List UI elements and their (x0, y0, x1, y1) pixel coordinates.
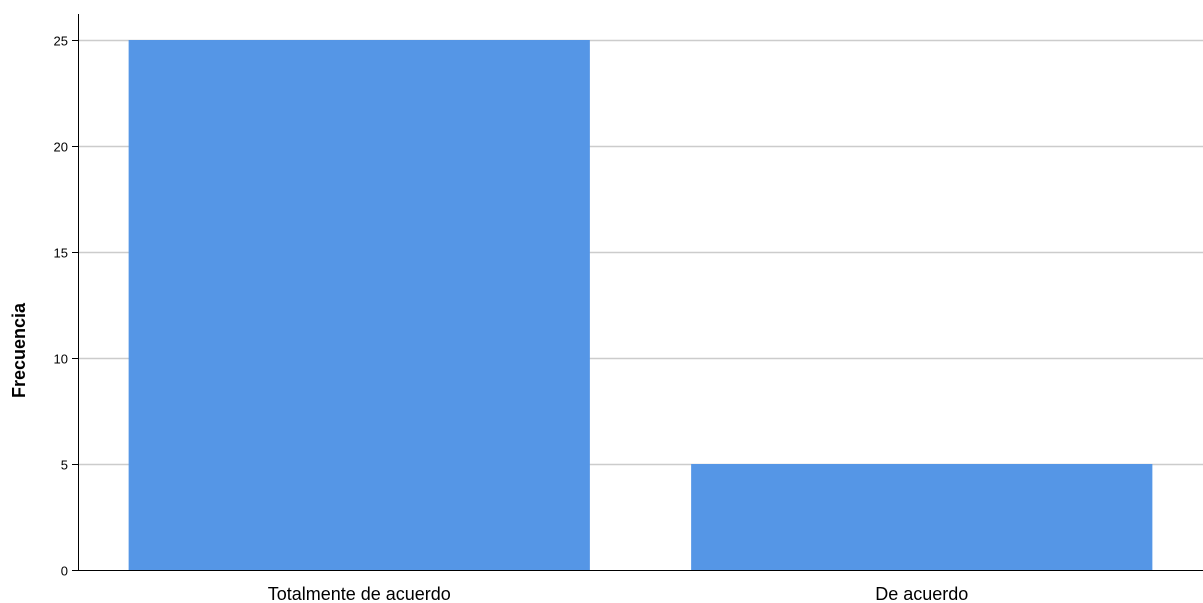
bars (128, 40, 1153, 570)
y-tick-label: 5 (61, 458, 68, 473)
y-tick-labels: 0 5 10 15 20 25 (54, 34, 68, 579)
bar (691, 464, 1153, 570)
y-tick-label: 20 (54, 140, 68, 155)
x-tick-labels: Totalmente de acuerdo De acuerdo (268, 584, 969, 603)
axes (72, 14, 1203, 571)
bar (128, 40, 590, 570)
y-tick-label: 0 (61, 564, 68, 579)
x-tick-label: De acuerdo (875, 584, 968, 603)
x-tick-label: Totalmente de acuerdo (268, 584, 451, 603)
y-tick-label: 15 (54, 246, 68, 261)
y-tick-label: 10 (54, 352, 68, 367)
y-tick-label: 25 (54, 34, 68, 49)
